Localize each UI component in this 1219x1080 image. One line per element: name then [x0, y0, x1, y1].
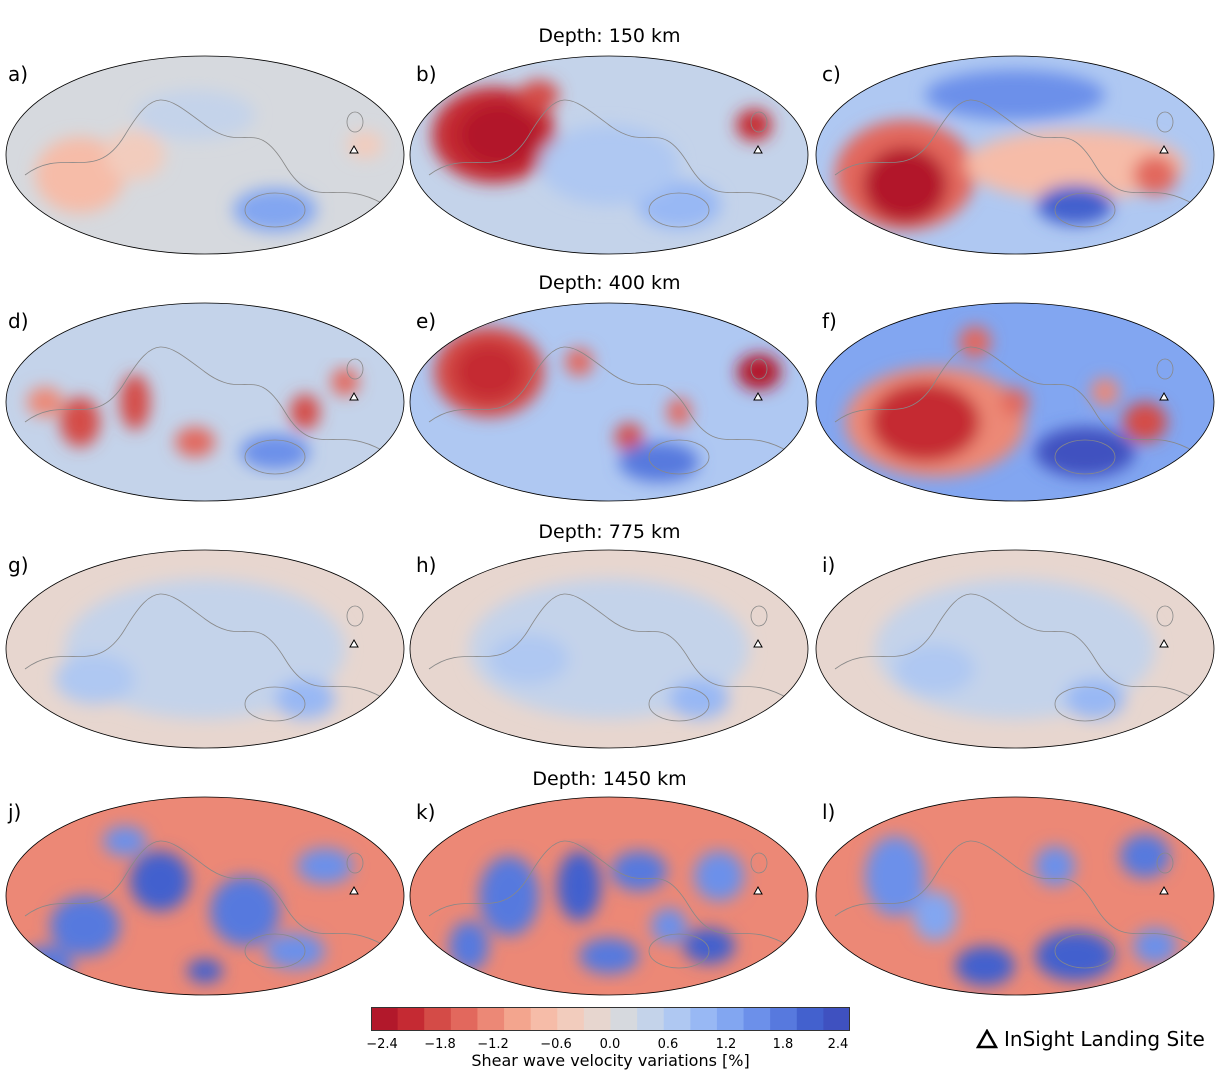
map-panel-f	[815, 302, 1215, 502]
colorbar-tick: 1.8	[772, 1037, 794, 1052]
colorbar-segment	[557, 1007, 585, 1031]
panel-label-k: k)	[416, 800, 436, 824]
map-panel-k	[409, 796, 809, 996]
colorbar-segment	[743, 1007, 771, 1031]
colorbar-segment	[477, 1007, 505, 1031]
panel-label-l: l)	[822, 800, 836, 824]
row-title-1450: Depth: 1450 km	[532, 768, 687, 790]
colorbar-segment	[637, 1007, 665, 1031]
colorbar-segment	[690, 1007, 718, 1031]
colorbar-segment	[823, 1007, 850, 1031]
colorbar-segment	[796, 1007, 824, 1031]
colorbar-segment	[450, 1007, 478, 1031]
insight-landing-site-marker	[753, 391, 763, 401]
colorbar	[371, 1007, 850, 1031]
insight-landing-site-marker	[349, 638, 359, 648]
legend: InSight Landing Site	[976, 1027, 1205, 1051]
insight-landing-site-marker	[349, 144, 359, 154]
row-title-400: Depth: 400 km	[538, 272, 681, 294]
map-panel-l	[815, 796, 1215, 996]
colorbar-label: Shear wave velocity variations [%]	[471, 1051, 750, 1070]
colorbar-tick: 1.2	[715, 1037, 737, 1052]
triangle-icon	[976, 1029, 998, 1049]
row-title-150: Depth: 150 km	[538, 25, 681, 47]
map-panel-a	[5, 55, 405, 255]
map-panel-h	[409, 549, 809, 749]
colorbar-segment	[530, 1007, 558, 1031]
panel-label-h: h)	[416, 553, 437, 577]
map-panel-i	[815, 549, 1215, 749]
insight-landing-site-marker	[753, 144, 763, 154]
colorbar-segment	[610, 1007, 638, 1031]
panel-label-j: j)	[8, 800, 22, 824]
colorbar-segment	[371, 1007, 399, 1031]
colorbar-tick: −1.8	[424, 1037, 456, 1052]
panel-label-f: f)	[822, 309, 837, 333]
colorbar-tick: −2.4	[366, 1037, 398, 1052]
legend-label: InSight Landing Site	[1004, 1027, 1205, 1051]
panel-label-a: a)	[8, 62, 29, 86]
colorbar-segment	[663, 1007, 691, 1031]
insight-landing-site-marker	[1159, 391, 1169, 401]
colorbar-tick: 2.4	[827, 1037, 849, 1052]
insight-landing-site-marker	[349, 885, 359, 895]
map-panel-b	[409, 55, 809, 255]
map-panel-c	[815, 55, 1215, 255]
panel-label-c: c)	[822, 62, 841, 86]
panel-label-d: d)	[8, 309, 29, 333]
insight-landing-site-marker	[1159, 638, 1169, 648]
panel-label-g: g)	[8, 553, 29, 577]
map-panel-e	[409, 302, 809, 502]
colorbar-segment	[424, 1007, 452, 1031]
row-title-775: Depth: 775 km	[538, 521, 681, 543]
insight-landing-site-marker	[753, 885, 763, 895]
insight-landing-site-marker	[753, 638, 763, 648]
colorbar-segment	[583, 1007, 611, 1031]
insight-landing-site-marker	[349, 391, 359, 401]
map-panel-j	[5, 796, 405, 996]
panel-label-e: e)	[416, 309, 437, 333]
insight-landing-site-marker	[1159, 144, 1169, 154]
map-panel-d	[5, 302, 405, 502]
colorbar-tick: −0.6	[540, 1037, 572, 1052]
colorbar-segment	[397, 1007, 425, 1031]
colorbar-segment	[770, 1007, 798, 1031]
colorbar-tick: 0.0	[599, 1037, 621, 1052]
map-panel-g	[5, 549, 405, 749]
colorbar-tick: 0.6	[657, 1037, 679, 1052]
colorbar-tick: −1.2	[477, 1037, 509, 1052]
colorbar-segment	[716, 1007, 745, 1031]
insight-landing-site-marker	[1159, 885, 1169, 895]
colorbar-segment	[504, 1007, 532, 1031]
panel-label-i: i)	[822, 553, 836, 577]
panel-label-b: b)	[416, 62, 437, 86]
